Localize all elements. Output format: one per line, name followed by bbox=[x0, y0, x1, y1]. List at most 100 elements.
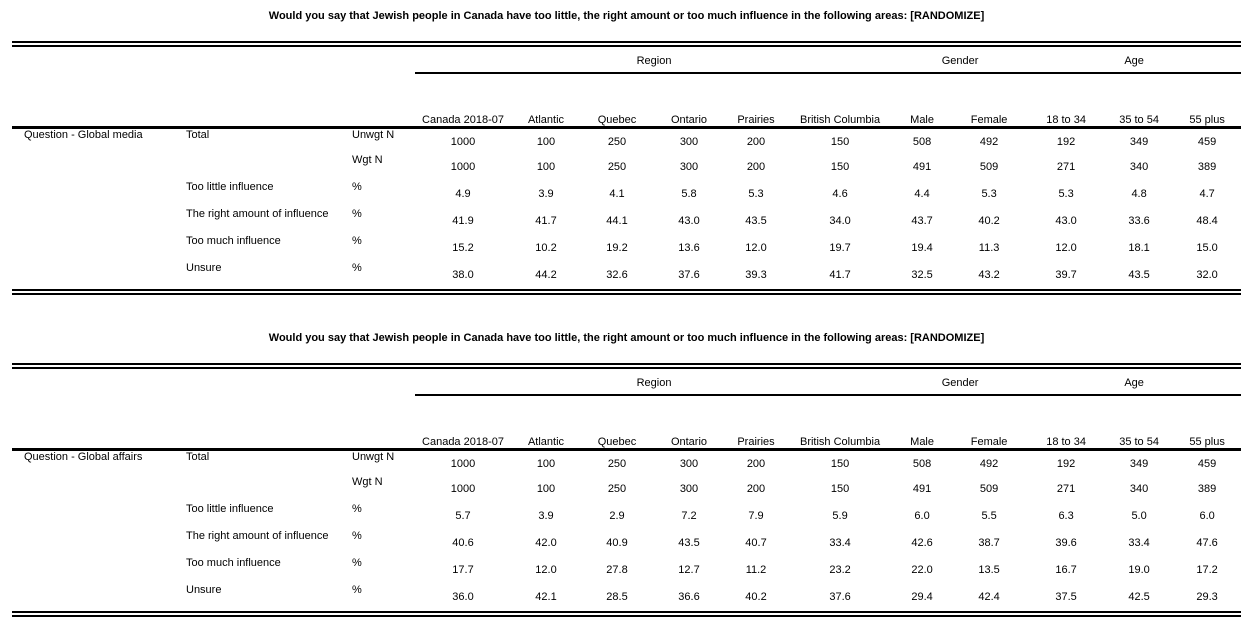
table-bottom-double-rule bbox=[12, 611, 1241, 617]
value-cell: 12.0 bbox=[535, 564, 557, 576]
value-cell: 28.5 bbox=[606, 591, 628, 603]
column-header: 18 to 34 bbox=[1027, 427, 1106, 451]
response-label-cell bbox=[186, 476, 352, 503]
value-cell: 508 bbox=[912, 135, 932, 148]
value-cell: 3.9 bbox=[538, 188, 554, 200]
value-cell: 271 bbox=[1056, 161, 1076, 173]
group-row-spacer-cell bbox=[352, 369, 415, 395]
value-cell: 42.5 bbox=[1128, 591, 1150, 603]
value-cell: 349 bbox=[1129, 457, 1149, 470]
response-label-cell: Too little influence bbox=[186, 181, 274, 193]
value-cell: 33.4 bbox=[1128, 537, 1150, 549]
value-cell: 100 bbox=[536, 483, 556, 495]
value-cell: 48.4 bbox=[1196, 215, 1218, 227]
value-cell: 37.5 bbox=[1055, 591, 1077, 603]
column-header: Ontario bbox=[653, 105, 725, 129]
value-cell: 32.5 bbox=[911, 269, 933, 281]
stat-label-cell: % bbox=[352, 208, 362, 220]
question-label-cell bbox=[12, 584, 186, 611]
stat-label-cell: % bbox=[352, 235, 362, 247]
question-label-cell bbox=[12, 154, 186, 181]
value-cell: 38.0 bbox=[452, 269, 474, 281]
value-cell: 192 bbox=[1056, 457, 1076, 470]
value-cell: 200 bbox=[746, 135, 766, 148]
value-cell: 100 bbox=[536, 135, 556, 148]
value-cell: 19.4 bbox=[911, 242, 933, 254]
value-cell: 16.7 bbox=[1055, 564, 1077, 576]
header-spacer-cell bbox=[12, 73, 1241, 105]
column-header-spacer-cell bbox=[186, 105, 352, 129]
value-cell: 29.4 bbox=[911, 591, 933, 603]
column-header-spacer-cell bbox=[12, 105, 186, 129]
value-cell: 100 bbox=[536, 457, 556, 470]
value-cell: 1000 bbox=[450, 457, 476, 470]
value-cell: 36.6 bbox=[678, 591, 700, 603]
header-spacer-row bbox=[12, 73, 1241, 105]
value-cell: 41.7 bbox=[535, 215, 557, 227]
response-label-cell: Total bbox=[186, 128, 210, 141]
value-cell: 509 bbox=[979, 483, 999, 495]
value-cell: 200 bbox=[746, 457, 766, 470]
stat-label-cell: % bbox=[352, 557, 362, 569]
value-cell: 43.5 bbox=[678, 537, 700, 549]
value-cell: 42.1 bbox=[535, 591, 557, 603]
response-label-cell: The right amount of influence bbox=[186, 208, 329, 220]
column-header: Quebec bbox=[581, 427, 653, 451]
stat-label-cell: % bbox=[352, 503, 362, 515]
value-cell: 459 bbox=[1197, 457, 1217, 470]
value-cell: 2.9 bbox=[609, 510, 625, 522]
value-cell: 5.5 bbox=[981, 510, 997, 522]
value-cell: 150 bbox=[830, 483, 850, 495]
column-group-label-region: Region bbox=[415, 369, 894, 396]
value-cell: 250 bbox=[607, 161, 627, 173]
data-row: Question - Global affairs Total Unwgt N 100… bbox=[12, 449, 1241, 476]
value-cell: 459 bbox=[1197, 135, 1217, 148]
column-header-spacer-cell bbox=[352, 427, 415, 451]
value-cell: 19.7 bbox=[829, 242, 851, 254]
value-cell: 40.7 bbox=[745, 537, 767, 549]
value-cell: 43.0 bbox=[1055, 215, 1077, 227]
value-cell: 17.7 bbox=[452, 564, 474, 576]
group-row-spacer-cell bbox=[12, 47, 186, 73]
value-cell: 1000 bbox=[450, 135, 476, 148]
column-header: Canada 2018-07 bbox=[415, 105, 511, 129]
value-cell: 6.3 bbox=[1058, 510, 1074, 522]
value-cell: 42.6 bbox=[911, 537, 933, 549]
value-cell: 4.8 bbox=[1131, 188, 1147, 200]
column-header-row: Canada 2018-07 Atlantic Quebec Ontario Prair… bbox=[12, 105, 1242, 129]
column-header: British Columbia bbox=[787, 427, 894, 451]
question-label-cell: Question - Global affairs bbox=[24, 450, 143, 463]
value-cell: 340 bbox=[1129, 483, 1149, 495]
value-cell: 19.2 bbox=[606, 242, 628, 254]
value-cell: 509 bbox=[979, 161, 999, 173]
value-cell: 1000 bbox=[450, 483, 476, 495]
data-row: Too much influence% 17.7 12.0 27.8 12.7 11.2 2… bbox=[12, 557, 1241, 584]
value-cell: 38.7 bbox=[978, 537, 1000, 549]
response-label-cell: Too much influence bbox=[186, 235, 281, 247]
value-cell: 39.3 bbox=[745, 269, 767, 281]
value-cell: 150 bbox=[830, 161, 850, 173]
value-cell: 492 bbox=[979, 457, 999, 470]
response-label-cell bbox=[186, 154, 352, 181]
value-cell: 12.0 bbox=[745, 242, 767, 254]
value-cell: 250 bbox=[607, 457, 627, 470]
data-row: The right amount of influence% 41.9 41.7 44… bbox=[12, 208, 1241, 235]
response-label-cell: Unsure bbox=[186, 262, 222, 274]
data-row: Too little influence% 5.7 3.9 2.9 7.2 7.9 5.9 6… bbox=[12, 503, 1241, 530]
stat-label-cell: % bbox=[352, 181, 362, 193]
value-cell: 250 bbox=[607, 483, 627, 495]
question-label-cell bbox=[12, 557, 186, 584]
value-cell: 43.2 bbox=[978, 269, 1000, 281]
value-cell: 19.0 bbox=[1128, 564, 1150, 576]
column-header: Prairies bbox=[725, 427, 787, 451]
value-cell: 271 bbox=[1056, 483, 1076, 495]
crosstab-grid: Region Gender Age Canada 2018-07 Atlantic Que… bbox=[12, 369, 1242, 611]
column-header: Prairies bbox=[725, 105, 787, 129]
value-cell: 43.5 bbox=[745, 215, 767, 227]
value-cell: 42.4 bbox=[978, 591, 1000, 603]
data-row: Wgt N 1000 100 250 300 200 150 491 509 271 340 389 bbox=[12, 476, 1241, 503]
value-cell: 7.2 bbox=[681, 510, 697, 522]
value-cell: 508 bbox=[912, 457, 932, 470]
value-cell: 250 bbox=[607, 135, 627, 148]
crosstab-grid: Region Gender Age Canada 2018-07 Atlantic Que… bbox=[12, 47, 1242, 289]
